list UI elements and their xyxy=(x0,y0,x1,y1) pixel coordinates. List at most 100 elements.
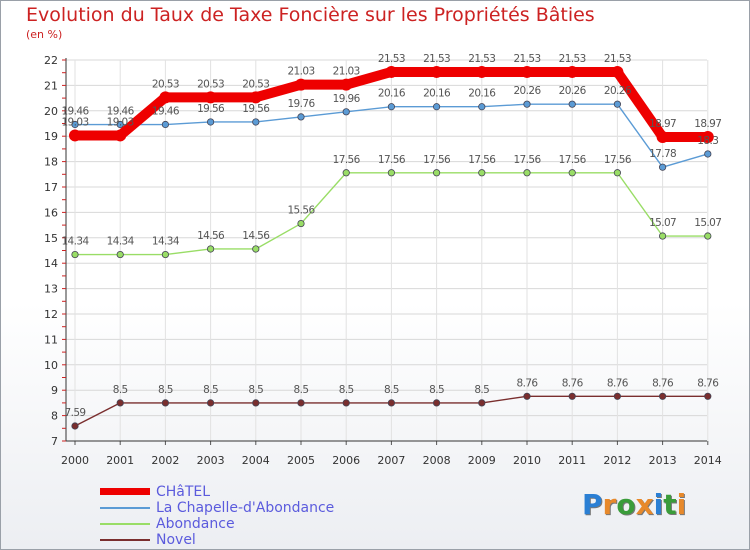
data-label-1: 18.3 xyxy=(697,135,718,147)
data-point-1 xyxy=(523,100,531,108)
legend-swatch-chatel xyxy=(100,488,150,495)
data-point-1 xyxy=(161,120,169,129)
x-tick-label: 2012 xyxy=(603,454,631,467)
data-label-2: 17.56 xyxy=(513,154,541,166)
data-point-2 xyxy=(613,169,622,177)
legend-label-la-chapelle: La Chapelle-d'Abondance xyxy=(156,500,335,516)
data-point-2 xyxy=(658,232,667,240)
x-tick-label: 2001 xyxy=(106,454,134,467)
x-tick-label: 2000 xyxy=(61,454,89,467)
x-tick-label: 2009 xyxy=(468,454,496,467)
data-label-3: 8.76 xyxy=(562,377,584,389)
data-point-0 xyxy=(611,65,624,78)
data-point-0 xyxy=(114,129,127,142)
data-label-3: 8.5 xyxy=(339,384,354,396)
data-label-2: 14.34 xyxy=(61,236,89,248)
data-label-1: 19.46 xyxy=(152,106,180,118)
data-label-2: 14.56 xyxy=(197,230,225,242)
data-label-1: 19.96 xyxy=(333,93,361,105)
data-point-1 xyxy=(297,113,305,121)
data-label-0: 21.03 xyxy=(333,66,360,78)
legend-label-chatel: CHâTEL xyxy=(156,484,211,500)
data-label-1: 20.16 xyxy=(378,88,406,100)
data-label-3: 8.5 xyxy=(158,384,173,396)
data-label-0: 20.53 xyxy=(152,78,179,90)
data-point-2 xyxy=(116,250,124,259)
data-point-1 xyxy=(613,100,622,108)
data-point-3 xyxy=(116,399,124,407)
data-label-2: 15.56 xyxy=(287,205,315,217)
data-point-2 xyxy=(161,250,169,259)
data-point-3 xyxy=(478,399,486,407)
data-point-0 xyxy=(249,91,262,104)
data-point-0 xyxy=(701,130,714,143)
data-point-1 xyxy=(478,103,486,111)
data-label-1: 19.46 xyxy=(107,106,135,118)
data-label-2: 17.56 xyxy=(333,154,361,166)
data-label-3: 8.5 xyxy=(294,384,309,396)
data-label-0: 21.03 xyxy=(287,66,314,78)
data-point-3 xyxy=(252,399,260,407)
data-label-1: 17.78 xyxy=(649,148,676,160)
data-label-0: 21.53 xyxy=(378,53,405,65)
data-point-0 xyxy=(159,91,172,104)
data-point-2 xyxy=(342,169,350,177)
y-tick-label: 9 xyxy=(51,384,58,397)
data-point-1 xyxy=(252,118,260,126)
y-tick-label: 17 xyxy=(44,181,58,194)
data-label-0: 21.53 xyxy=(604,53,631,65)
y-tick-label: 12 xyxy=(44,308,58,321)
x-tick-label: 2003 xyxy=(197,454,225,467)
x-tick-label: 2008 xyxy=(423,454,451,467)
data-label-2: 17.56 xyxy=(559,154,587,166)
data-point-1 xyxy=(658,163,667,171)
data-point-2 xyxy=(297,219,305,228)
data-label-1: 20.26 xyxy=(513,85,541,97)
data-label-0: 21.53 xyxy=(559,53,586,65)
y-tick-label: 10 xyxy=(44,359,58,372)
data-point-1 xyxy=(116,120,124,129)
y-tick-label: 14 xyxy=(44,257,58,270)
legend-swatch-la-chapelle xyxy=(100,507,150,509)
data-label-3: 8.5 xyxy=(429,384,444,396)
data-label-3: 8.5 xyxy=(113,384,128,396)
data-label-3: 8.5 xyxy=(248,384,263,396)
x-tick-label: 2002 xyxy=(151,454,179,467)
data-label-1: 19.56 xyxy=(242,103,270,115)
x-tick-label: 2005 xyxy=(287,454,315,467)
data-point-0 xyxy=(295,78,307,91)
data-label-0: 18.97 xyxy=(649,118,676,130)
data-label-3: 8.76 xyxy=(607,377,629,389)
data-label-2: 15.07 xyxy=(649,217,676,229)
x-tick-label: 2013 xyxy=(649,454,677,467)
data-label-1: 20.26 xyxy=(604,85,632,97)
data-label-1: 20.16 xyxy=(468,88,496,100)
proxiti-logo: Proxiti xyxy=(582,488,687,521)
data-point-3 xyxy=(704,392,712,400)
y-axis-unit-label: (en %) xyxy=(26,28,63,41)
data-label-2: 17.56 xyxy=(423,154,451,166)
data-label-2: 17.56 xyxy=(468,154,496,166)
x-tick-label: 2006 xyxy=(332,454,360,467)
y-tick-label: 8 xyxy=(51,410,58,423)
y-tick-label: 15 xyxy=(44,232,58,245)
chart-title: Evolution du Taux de Taxe Foncière sur l… xyxy=(26,4,595,26)
data-label-2: 17.56 xyxy=(378,154,406,166)
data-label-0: 21.53 xyxy=(423,53,450,65)
data-label-0: 18.97 xyxy=(694,118,721,130)
y-tick-label: 20 xyxy=(44,105,58,118)
legend-label-abondance: Abondance xyxy=(156,516,235,532)
data-point-3 xyxy=(207,399,215,407)
data-label-2: 14.34 xyxy=(152,236,180,248)
data-point-0 xyxy=(385,65,398,78)
data-point-0 xyxy=(204,91,217,104)
data-label-3: 8.5 xyxy=(474,384,489,396)
data-label-0: 21.53 xyxy=(468,53,495,65)
data-label-1: 20.26 xyxy=(559,85,587,97)
data-point-1 xyxy=(432,103,441,111)
y-tick-label: 21 xyxy=(44,79,58,92)
data-label-0: 19.03 xyxy=(61,116,88,128)
data-point-3 xyxy=(523,392,531,400)
y-tick-label: 11 xyxy=(44,333,58,346)
